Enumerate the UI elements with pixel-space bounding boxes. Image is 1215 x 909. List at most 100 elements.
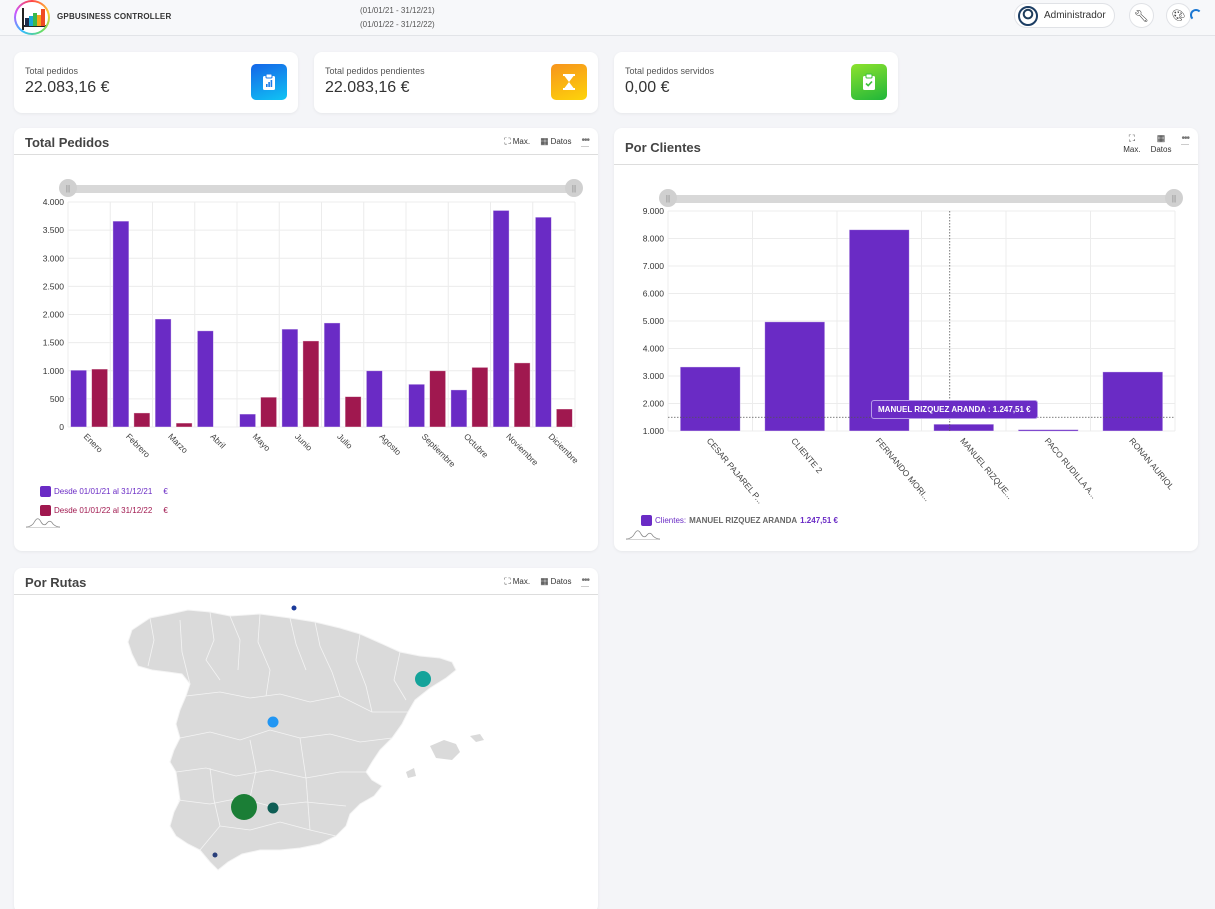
panel-por-rutas: Por Rutas ⛶ Max. ▦ Datos ••• [14, 568, 598, 909]
legend-item-2022[interactable]: Desde 01/01/22 al 31/12/22 € [40, 505, 168, 516]
range-slider[interactable]: || || [59, 179, 583, 197]
slider-handle-right[interactable]: || [1165, 189, 1183, 207]
x-tick-label: Diciembre [546, 431, 580, 465]
bar[interactable] [450, 389, 468, 428]
kpi-value: 22.083,16 € [25, 79, 110, 96]
bar[interactable] [91, 368, 109, 428]
bar[interactable] [1102, 371, 1164, 432]
legend-item-clientes[interactable]: Clientes: MANUEL RIZQUEZ ARANDA 1.247,51… [641, 515, 838, 526]
bar[interactable] [196, 330, 214, 428]
bar[interactable] [260, 396, 278, 428]
loading-spinner-icon [1190, 9, 1202, 21]
bar[interactable] [679, 366, 741, 432]
chart-type-wave-icon[interactable] [26, 516, 60, 528]
y-tick-label: 1.500 [43, 338, 65, 348]
maximize-icon: ⛶ [1128, 133, 1136, 143]
settings-button[interactable]: 🔧︎ [1129, 3, 1154, 28]
x-tick-label: Noviembre [504, 431, 540, 467]
range-slider[interactable]: || || [659, 189, 1183, 207]
spain-map[interactable] [110, 600, 502, 880]
slider-handle-left[interactable]: || [59, 179, 77, 197]
legend-label: Desde 01/01/22 al 31/12/22 [54, 506, 153, 515]
kpi-value: 22.083,16 € [325, 79, 410, 96]
bar[interactable] [70, 369, 88, 428]
grid-icon: ▦ [1156, 133, 1166, 143]
chart-type-wave-icon[interactable] [626, 528, 660, 540]
map-bubble-south-west[interactable] [231, 794, 257, 820]
wrench-icon: 🔧︎ [1133, 8, 1150, 23]
bar[interactable] [1017, 429, 1079, 432]
bar[interactable] [513, 362, 531, 428]
bar[interactable] [323, 322, 341, 428]
bar[interactable] [764, 321, 826, 432]
kpi-label: Total pedidos [25, 66, 79, 76]
panel-por-clientes: Por Clientes ⛶ Max. ▦ Datos ••• || || 1.00… [614, 128, 1198, 551]
y-tick-label: 8.000 [643, 234, 665, 244]
bar[interactable] [534, 216, 552, 428]
data-button[interactable]: ▦ Datos [1150, 133, 1172, 154]
bar[interactable] [281, 328, 299, 428]
x-tick-label: Septiembre [420, 431, 458, 469]
bar[interactable] [848, 229, 910, 432]
map-bubble-far-south[interactable] [212, 852, 218, 858]
clipboard-chart-icon [251, 64, 287, 100]
y-tick-label: 4.000 [643, 344, 665, 354]
x-tick-label: Octubre [462, 431, 491, 460]
app-name: GPBUSINESS CONTROLLER [57, 12, 172, 21]
bar[interactable] [408, 383, 426, 428]
bar[interactable] [239, 413, 257, 428]
more-options-button[interactable]: ••• [1181, 133, 1190, 145]
map-bubble-north[interactable] [291, 605, 297, 611]
y-tick-label: 1.000 [43, 366, 65, 376]
bar[interactable] [344, 396, 362, 428]
bar[interactable] [492, 210, 510, 428]
panel-toolbar: ⛶ Max. ▦ Datos ••• [504, 575, 590, 587]
theme-button[interactable]: 🎨︎ [1166, 3, 1191, 28]
total-pedidos-chart: 0 500 1.000 1.500 2.000 2.500 3.000 3.500 4.000 E… [43, 197, 581, 469]
maximize-button[interactable]: ⛶ Max. [504, 575, 531, 586]
x-tick-label: Mayo [251, 431, 273, 453]
maximize-button[interactable]: ⛶ Max. [1123, 133, 1141, 154]
clipboard-check-icon [851, 64, 887, 100]
x-tick-label: CESAR PAJAREL P... [705, 436, 766, 506]
slider-handle-right[interactable]: || [565, 179, 583, 197]
bar[interactable] [555, 408, 573, 428]
legend-item-2021[interactable]: Desde 01/01/21 al 31/12/21 € [40, 486, 168, 497]
data-button[interactable]: ▦ Datos [540, 575, 572, 586]
panel-toolbar: ⛶ Max. ▦ Datos ••• [504, 135, 590, 147]
bar[interactable] [365, 370, 383, 428]
map-balearic-menorca [470, 734, 484, 742]
bar[interactable] [154, 318, 172, 428]
legend-swatch [641, 515, 652, 526]
bar[interactable] [471, 366, 489, 428]
bar[interactable] [933, 423, 995, 432]
x-tick-label: Marzo [166, 431, 190, 455]
panel-title: Por Clientes [625, 140, 701, 155]
bar[interactable] [112, 220, 130, 428]
map-bubble-south[interactable] [267, 802, 279, 814]
y-tick-label: 2.000 [43, 310, 65, 320]
bar[interactable] [175, 422, 193, 428]
kpi-card-pedidos-pendientes: Total pedidos pendientes 22.083,16 € [314, 52, 598, 113]
maximize-button[interactable]: ⛶ Max. [504, 135, 531, 146]
data-button[interactable]: ▦ Datos [540, 135, 572, 146]
more-options-button[interactable]: ••• [581, 575, 590, 587]
slider-handle-left[interactable]: || [659, 189, 677, 207]
bar[interactable] [429, 370, 447, 428]
map-bubble-northeast[interactable] [415, 671, 431, 687]
app-logo[interactable] [14, 0, 50, 35]
bar[interactable] [133, 412, 151, 428]
x-tick-label: FERNANDO MORI... [874, 436, 933, 503]
kpi-label: Total pedidos pendientes [325, 66, 425, 76]
date-ranges: (01/01/21 - 31/12/21) (01/01/22 - 31/12/… [360, 4, 435, 32]
legend-client-value: 1.247,51 € [800, 516, 838, 525]
grid-icon: ▦ [540, 575, 549, 586]
more-options-button[interactable]: ••• [581, 135, 590, 147]
legend-unit: € [163, 487, 168, 496]
legend-swatch [40, 505, 51, 516]
x-tick-label: Febrero [124, 431, 152, 459]
y-tick-label: 500 [50, 394, 64, 404]
bar[interactable] [302, 340, 320, 428]
map-bubble-center[interactable] [267, 716, 279, 728]
user-menu-button[interactable]: Administrador [1014, 3, 1115, 28]
